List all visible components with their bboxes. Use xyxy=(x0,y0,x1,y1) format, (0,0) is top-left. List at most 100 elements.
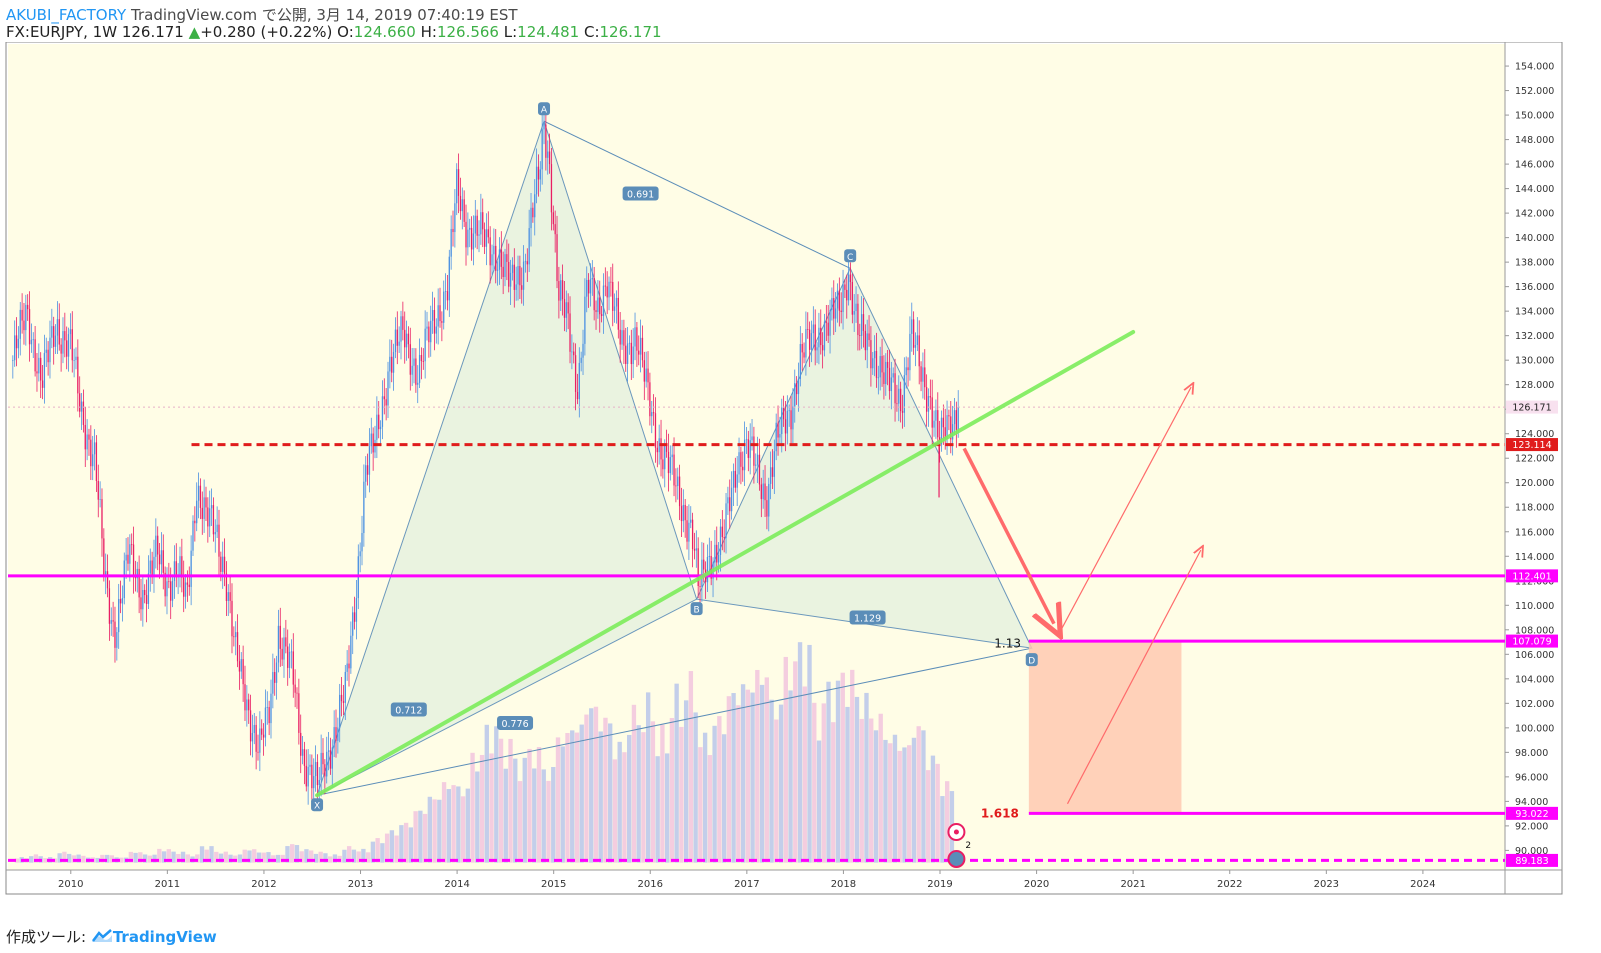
volume-bar xyxy=(441,782,447,863)
author-link[interactable]: AKUBI_FACTORY xyxy=(6,6,127,24)
candle-body xyxy=(554,224,556,235)
volume-bar xyxy=(584,714,589,863)
candle-body xyxy=(756,454,759,465)
candle-body xyxy=(51,326,53,338)
ratio-badge xyxy=(390,702,427,717)
volume-bar xyxy=(926,770,931,863)
candle-body xyxy=(272,672,274,694)
candle-body xyxy=(218,524,220,557)
candle-body xyxy=(918,335,920,367)
candle-body xyxy=(821,345,824,351)
volume-bar xyxy=(166,849,171,863)
candle-body xyxy=(368,446,371,475)
candle-body xyxy=(491,254,493,266)
candle-body xyxy=(23,320,25,331)
volume-bar xyxy=(299,851,304,863)
candle-body xyxy=(441,321,443,323)
candle-body xyxy=(688,522,690,542)
volume-bar xyxy=(104,854,110,863)
candle-body xyxy=(157,535,159,555)
target-zone xyxy=(1028,641,1182,814)
candle-body xyxy=(586,279,588,297)
candle-body xyxy=(420,355,423,362)
volume-bar xyxy=(161,851,167,863)
candle-body xyxy=(779,434,781,438)
candle-body xyxy=(452,228,454,233)
candle-body xyxy=(478,234,480,236)
candle-body xyxy=(773,451,775,477)
candle-body xyxy=(509,272,512,287)
level-tag xyxy=(1506,806,1558,820)
candle-body xyxy=(480,212,482,235)
volume-bar xyxy=(603,717,608,863)
candle-body xyxy=(337,727,339,741)
pattern-point-badge xyxy=(690,602,703,616)
volume-bar xyxy=(351,849,357,863)
candle-body xyxy=(324,764,326,777)
volume-bar xyxy=(489,753,494,863)
candle-body xyxy=(457,169,460,196)
volume-bar xyxy=(854,696,860,863)
candle-body xyxy=(647,368,649,383)
candle-body xyxy=(528,228,530,265)
candle-body xyxy=(155,535,157,557)
level-tag xyxy=(1506,400,1558,414)
candle-body xyxy=(160,550,163,565)
candle-body xyxy=(950,416,952,440)
volume-bar xyxy=(783,656,788,863)
candle-body xyxy=(868,333,870,341)
candle-body xyxy=(116,632,118,648)
tradingview-brand-link[interactable]: TradingView xyxy=(112,928,217,946)
y-tick-label: 134.000 xyxy=(1515,307,1554,318)
candle-body xyxy=(870,340,872,369)
candle-body xyxy=(32,339,34,341)
event-icon xyxy=(947,849,966,868)
candle-body xyxy=(951,424,954,440)
x-tick-label: 2017 xyxy=(734,879,759,890)
candle-body xyxy=(376,414,378,440)
candle-body xyxy=(407,333,410,345)
volume-bar xyxy=(266,852,271,863)
candle-body xyxy=(912,319,915,348)
candle-body xyxy=(745,439,748,441)
candle-body xyxy=(749,440,751,458)
volume-bar xyxy=(62,851,67,863)
volume-bar xyxy=(199,846,205,863)
volume-bar xyxy=(688,671,694,863)
candle-body xyxy=(924,367,926,388)
candle-body xyxy=(112,620,114,622)
volume-bar xyxy=(669,718,675,863)
candle-body xyxy=(651,412,653,417)
candle-body xyxy=(391,356,393,373)
candle-body xyxy=(353,612,356,622)
level-tag-label: 126.171 xyxy=(1512,403,1551,414)
candle-body xyxy=(851,282,853,315)
volume-bar xyxy=(280,854,285,863)
candle-body xyxy=(283,637,285,660)
symbol-info: FX:EURJPY, 1W 126.171 ▲+0.280 (+0.22%) O… xyxy=(6,23,662,41)
candle-body xyxy=(281,648,283,660)
volume-bar xyxy=(328,856,333,863)
price-chart[interactable]: 90.000 92.000 94.000 96.000 98.000 100.000 102… xyxy=(0,42,1601,922)
volume-bar xyxy=(916,726,921,863)
volume-bar xyxy=(275,854,281,863)
candle-body xyxy=(552,212,554,225)
volume-bar xyxy=(683,700,689,863)
candle-body xyxy=(652,412,655,414)
candle-body xyxy=(140,597,142,610)
y-tick-label: 142.000 xyxy=(1515,209,1554,220)
candle-body xyxy=(567,302,569,314)
candle-body xyxy=(515,284,517,290)
candle-body xyxy=(955,410,957,431)
y-tick-label: 144.000 xyxy=(1515,184,1554,195)
volume-bar xyxy=(408,827,414,863)
volume-bar xyxy=(76,854,81,863)
up-arrow-icon: ▲ xyxy=(188,23,201,41)
candle-body xyxy=(333,727,335,748)
volume-bar xyxy=(617,741,622,863)
volume-bar xyxy=(256,852,262,863)
candle-body xyxy=(418,355,421,383)
volume-bar xyxy=(707,755,713,863)
candle-body xyxy=(67,334,70,357)
candle-body xyxy=(266,707,268,708)
